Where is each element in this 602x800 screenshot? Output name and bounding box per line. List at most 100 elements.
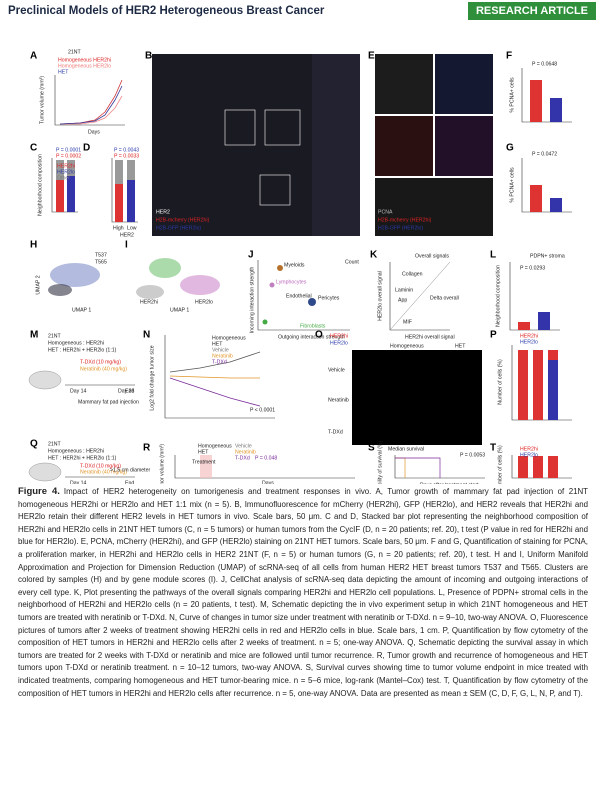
diagonal: [389, 261, 451, 331]
curve: [59, 79, 123, 125]
panel-label: Mammary fat pad injection: [78, 399, 139, 405]
panel-label: UMAP 1: [72, 307, 91, 313]
panel-label: T-DXd (10 mg/kg): [80, 359, 121, 365]
micrograph: [375, 178, 493, 236]
panel-label: Vehicle: [235, 443, 252, 449]
curve: [59, 85, 123, 125]
panel-label: T-DXd: [212, 359, 227, 365]
panel-label: Outgoing interaction strength: [278, 334, 345, 340]
panel-label: HET: [198, 449, 209, 455]
panel-label: H2B-GFP (HER2lo): [378, 225, 423, 231]
panel-label: Neratinib (40 mg/kg): [80, 469, 127, 475]
panel-label: HET: [58, 69, 69, 75]
dot: [277, 265, 283, 271]
panel-label: Homogeneous: [390, 343, 424, 349]
panel-letter: C: [30, 143, 37, 154]
panel-label: Median survival: [388, 446, 424, 452]
panel-label: Overall signals: [415, 253, 449, 259]
panel-label: Myeloids: [284, 262, 305, 268]
panel-label: Collagen: [402, 271, 423, 277]
panel-label: Homogeneous HER2lo: [58, 63, 111, 69]
panel-label: Endothelial: [286, 293, 312, 299]
panel-label: P = 0.0002: [56, 153, 81, 159]
panel-label: HER2lo: [330, 340, 348, 346]
axis: [174, 455, 355, 479]
panel-label: 21NT: [48, 441, 62, 447]
umap-cluster: [149, 258, 181, 278]
panel-label: Homogeneous HER2hi: [58, 57, 111, 63]
bar-seg: [115, 160, 123, 184]
panel-label: HER2: [156, 209, 170, 215]
panel-label: Neratinib: [328, 397, 349, 403]
panel-letter: T: [490, 443, 496, 454]
micrograph: [435, 54, 493, 114]
panel-label: P = 0.0043: [114, 147, 139, 153]
panel-label: HER2: [120, 232, 134, 238]
panel-letter: S: [368, 443, 375, 454]
panel-label: Neratinib (40 mg/kg): [80, 366, 127, 372]
bar: [518, 322, 530, 330]
panel-letter: B: [145, 51, 152, 62]
bar: [530, 185, 542, 212]
axis: [394, 455, 485, 479]
panel-label: Days: [88, 129, 100, 135]
panel-label: Neighborhood composition: [495, 265, 501, 327]
panel-label: P = 0.0293: [520, 265, 545, 271]
panel-label: UMAP 2: [35, 275, 41, 294]
mouse: [28, 370, 62, 390]
panel-label: HER2hi: [330, 333, 348, 339]
panel-label: HER2lo: [57, 169, 75, 175]
header-badge: RESEARCH ARTICLE: [467, 2, 596, 20]
micrograph: [435, 116, 493, 176]
panel-label: T565: [95, 259, 107, 265]
panel-label: T537: [95, 252, 107, 258]
bar-seg: [127, 180, 135, 222]
bar-seg: [56, 180, 64, 212]
dot: [262, 319, 268, 325]
panel-label: Delta overall: [430, 295, 459, 301]
panel-label: Vehicle: [328, 367, 345, 373]
curve: [169, 375, 260, 379]
umap-cluster: [48, 284, 72, 296]
dot: [269, 282, 275, 288]
panel-label: % PCNA+ cells: [509, 77, 515, 113]
panel-label: P = 0.0033: [114, 153, 139, 159]
panel-label: Homogeneous : HER2hi: [48, 448, 104, 454]
panel-label: HER2hi: [140, 299, 158, 305]
bar-seg: [127, 160, 135, 180]
header: Preclinical Models of HER2 Heterogeneous…: [0, 0, 602, 24]
panel-label: Incoming interaction strength: [249, 267, 255, 334]
panel-label: HER2hi: [520, 333, 538, 339]
bar: [530, 80, 542, 122]
panel-letter: E: [368, 51, 375, 62]
header-title: Preclinical Models of HER2 Heterogeneous…: [8, 5, 325, 17]
panel-label: Tumor volume (mm³): [159, 444, 165, 484]
panel-label: HER2lo: [195, 299, 213, 305]
panel-label: H2B-mcherry (HER2hi): [156, 217, 210, 223]
panel-letter: Q: [30, 439, 38, 450]
panel-letter: R: [143, 443, 151, 454]
dot: [308, 298, 316, 306]
panel-label: Vehicle: [212, 347, 229, 353]
panel-label: HET: [455, 343, 466, 349]
panel-label: HER2hi: [520, 446, 538, 452]
caption-text: Impact of HER2 heterogeneity on tumorige…: [18, 487, 588, 698]
panel-label: Homogeneous : HER2hi: [48, 340, 104, 346]
panel-letter: H: [30, 240, 37, 251]
bar: [550, 98, 562, 122]
panel-label: HER2hi: [57, 163, 75, 169]
panel-label: Number of cells (%): [497, 359, 503, 405]
axis: [257, 260, 350, 331]
bar: [550, 198, 562, 212]
panel-label: Homogeneous: [212, 335, 246, 341]
panel-label: P = 0.0648: [532, 61, 557, 67]
panel-label: Day 28: [118, 388, 135, 394]
panel-label: Neighborhood composition: [37, 154, 43, 216]
bar-seg: [67, 176, 75, 212]
panel-label: H2B-GFP (HER2lo): [156, 225, 201, 231]
panel-label: P = 0.048: [255, 455, 277, 461]
panel-label: Day 14: [70, 480, 87, 484]
panel-label: HER2lo: [520, 339, 538, 345]
panel-label: HER2hi overall signal: [405, 334, 455, 340]
